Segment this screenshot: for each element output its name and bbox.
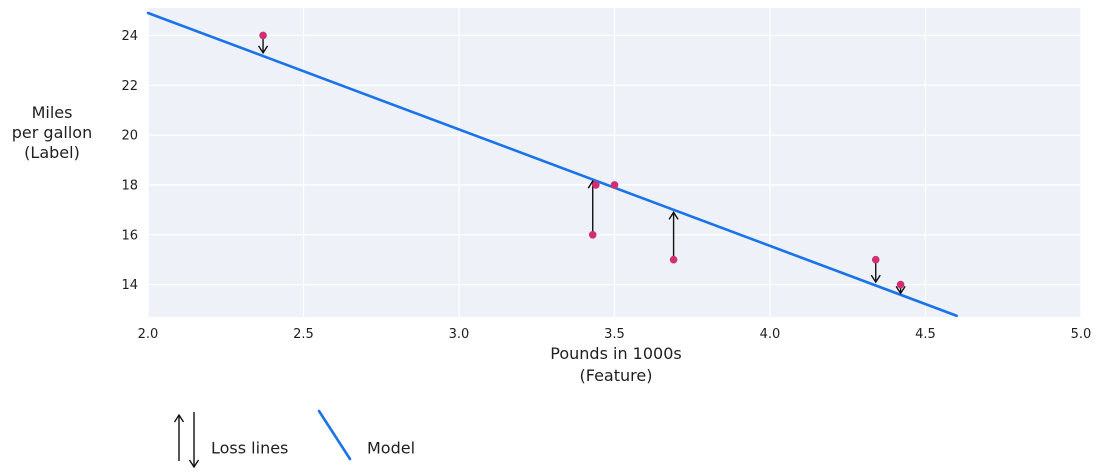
legend-loss-lines-label: Loss lines (211, 438, 289, 458)
data-point (610, 181, 619, 189)
data-point (896, 280, 905, 289)
x-axis-label: Pounds in 1000s (Feature) (465, 343, 767, 387)
x-tick-label: 2.5 (293, 327, 314, 342)
y-axis-label-line-2: per gallon (11, 123, 93, 142)
x-tick-label: 5.0 (1071, 327, 1092, 342)
y-axis-label: Miles per gallon (Label) (0, 103, 104, 163)
chart-plot-area: 14 16 18 20 22 24 2.0 2.5 3.0 3.5 4.0 4.5 5.0 (121, 8, 1092, 342)
y-axis-label-line-3: (Label) (24, 143, 80, 162)
data-point (588, 230, 597, 239)
loss-lines-icon (173, 412, 200, 469)
data-point (259, 31, 267, 40)
data-point (592, 181, 600, 189)
data-point (669, 255, 678, 264)
model-line-icon (317, 409, 352, 461)
y-tick-label: 14 (121, 278, 138, 293)
x-tick-label: 3.5 (604, 327, 625, 342)
y-tick-label: 20 (121, 129, 138, 144)
legend-model-label: Model (367, 438, 416, 458)
x-tick-label: 4.0 (760, 327, 781, 342)
y-axis-label-line-1: Miles (31, 103, 73, 122)
x-tick-label: 3.0 (449, 327, 470, 342)
x-tick-label: 2.0 (138, 327, 159, 342)
x-axis-label-line-2: (Feature) (579, 366, 653, 385)
x-tick-label: 4.5 (915, 327, 936, 342)
y-tick-label: 16 (121, 228, 138, 243)
x-axis-label-line-1: Pounds in 1000s (550, 344, 682, 363)
y-tick-label: 22 (121, 79, 138, 94)
y-tick-label: 24 (121, 29, 138, 44)
model-line (146, 11, 958, 318)
y-tick-label: 18 (121, 178, 138, 193)
data-point (871, 255, 880, 264)
